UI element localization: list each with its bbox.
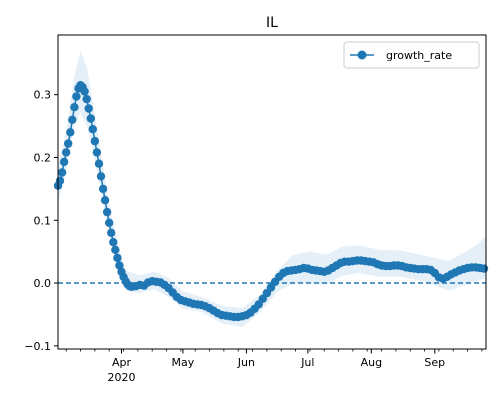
data-point <box>57 168 67 177</box>
data-point <box>80 87 89 96</box>
data-point <box>111 245 120 254</box>
x-year-label: 2020 <box>107 371 135 384</box>
axes: −0.1 0.0 0.1 0.2 0.3 Apr May Jun Jul Aug Sep 2020 <box>24 89 483 384</box>
data-point <box>94 159 104 168</box>
data-point <box>109 238 118 247</box>
data-point <box>115 261 124 270</box>
legend-marker <box>357 50 367 60</box>
data-point <box>61 148 71 157</box>
y-tick-label: 0.1 <box>34 214 52 227</box>
x-tick-label: Jun <box>237 356 255 369</box>
x-tick-label: Apr <box>112 356 132 369</box>
data-point <box>66 128 75 137</box>
data-point <box>96 172 106 181</box>
plot-area <box>53 50 489 327</box>
data-point <box>86 114 96 123</box>
x-tick-label: Sep <box>424 356 445 369</box>
y-tick-label: −0.1 <box>24 340 51 353</box>
data-point <box>70 103 79 112</box>
legend-label: growth_rate <box>386 49 452 62</box>
data-point <box>82 94 91 104</box>
data-point <box>84 104 93 113</box>
data-point <box>107 228 116 237</box>
data-point <box>55 176 65 185</box>
x-tick-label: May <box>172 356 195 369</box>
confidence-band <box>58 50 486 327</box>
data-point <box>102 207 112 217</box>
data-point <box>88 125 98 134</box>
legend: growth_rate <box>343 41 480 69</box>
plot-frame <box>57 34 487 350</box>
y-tick-label: 0.0 <box>34 277 52 290</box>
data-point <box>68 115 77 125</box>
data-point <box>90 136 100 146</box>
data-point <box>63 139 73 148</box>
y-tick-label: 0.2 <box>34 151 52 164</box>
legend-box <box>343 41 480 69</box>
data-point <box>98 184 108 194</box>
data-point <box>113 253 122 263</box>
chart-title: IL <box>266 15 278 31</box>
data-point <box>72 92 81 101</box>
x-tick-label: Aug <box>361 356 382 369</box>
x-tick-label: Jul <box>300 356 314 369</box>
data-point <box>105 218 114 227</box>
data-point <box>92 148 102 157</box>
data-point <box>59 157 69 167</box>
data-point <box>100 196 110 205</box>
y-tick-label: 0.3 <box>34 89 52 102</box>
data-point <box>479 264 489 273</box>
